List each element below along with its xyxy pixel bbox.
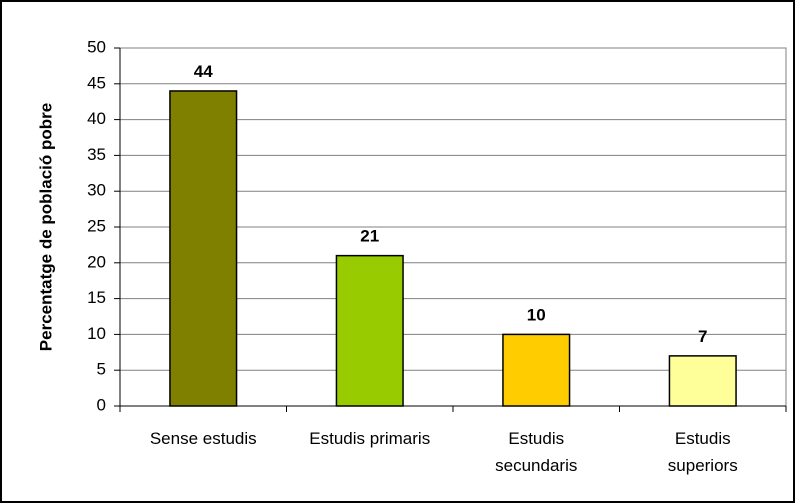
y-tick-label: 40 — [87, 109, 106, 128]
bar — [502, 333, 571, 407]
y-tick-label: 25 — [87, 216, 106, 235]
bar — [169, 90, 238, 407]
data-label: 21 — [360, 227, 379, 246]
data-label: 7 — [698, 327, 707, 346]
bars: 44 21 10 7 — [169, 62, 737, 407]
y-axis-title: Percentatge de població pobre — [36, 103, 55, 351]
y-tick-label: 30 — [87, 181, 106, 200]
y-tick-label: 5 — [97, 360, 106, 379]
bar — [668, 355, 737, 407]
y-tick-label: 0 — [97, 395, 106, 414]
y-tick-label: 15 — [87, 288, 106, 307]
x-tick-label: Estudis — [675, 429, 731, 448]
data-label: 44 — [194, 62, 213, 81]
x-axis-labels: Sense estudis Estudis primaris Estudis secu… — [119, 406, 787, 475]
y-tick-label: 50 — [87, 37, 106, 56]
y-tick-label: 10 — [87, 324, 106, 343]
y-tick-label: 20 — [87, 252, 106, 271]
y-axis-ticks: 0 5 10 15 20 25 30 35 40 45 50 — [87, 37, 120, 414]
x-tick-label: Sense estudis — [150, 429, 257, 448]
x-tick-label: secundaris — [495, 456, 577, 475]
bar — [335, 254, 404, 407]
y-tick-label: 35 — [87, 145, 106, 164]
x-tick-label: Estudis — [508, 429, 564, 448]
y-tick-label: 45 — [87, 73, 106, 92]
data-label: 10 — [527, 305, 546, 324]
x-tick-label: superiors — [668, 456, 738, 475]
x-tick-label: Estudis primaris — [309, 429, 430, 448]
